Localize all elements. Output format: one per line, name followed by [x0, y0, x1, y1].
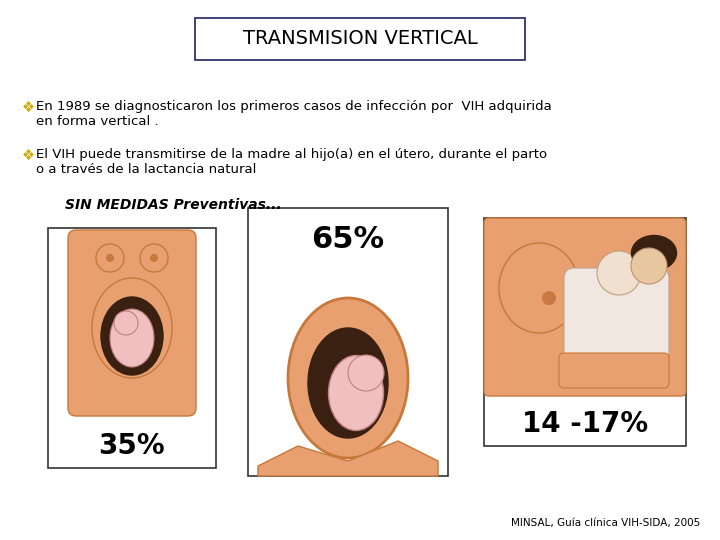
Text: 35%: 35% [99, 432, 166, 460]
Text: o a través de la lactancia natural: o a través de la lactancia natural [36, 163, 256, 176]
Text: 65%: 65% [312, 226, 384, 254]
Ellipse shape [101, 297, 163, 375]
Text: ❖: ❖ [22, 100, 35, 115]
Ellipse shape [631, 235, 677, 271]
FancyBboxPatch shape [484, 218, 686, 396]
Circle shape [542, 291, 556, 305]
Bar [48, 228, 216, 468]
Circle shape [150, 254, 158, 262]
Ellipse shape [110, 309, 154, 367]
Circle shape [106, 254, 114, 262]
Text: 14 -17%: 14 -17% [522, 410, 648, 438]
FancyBboxPatch shape [68, 230, 196, 416]
Ellipse shape [288, 298, 408, 458]
Circle shape [96, 244, 124, 272]
Bar [484, 218, 686, 446]
Ellipse shape [308, 328, 388, 438]
FancyBboxPatch shape [564, 268, 669, 388]
Circle shape [597, 251, 641, 295]
Text: MINSAL, Guía clínica VIH-SIDA, 2005: MINSAL, Guía clínica VIH-SIDA, 2005 [510, 518, 700, 528]
Text: En 1989 se diagnosticaron los primeros casos de infección por  VIH adquirida: En 1989 se diagnosticaron los primeros c… [36, 100, 552, 113]
Circle shape [140, 244, 168, 272]
Text: El VIH puede transmitirse de la madre al hijo(a) en el útero, durante el parto: El VIH puede transmitirse de la madre al… [36, 148, 547, 161]
Ellipse shape [92, 278, 172, 378]
Text: en forma vertical .: en forma vertical . [36, 115, 158, 128]
Text: ❖: ❖ [22, 148, 35, 163]
Circle shape [114, 311, 138, 335]
FancyBboxPatch shape [559, 353, 669, 388]
Ellipse shape [499, 243, 579, 333]
Text: TRANSMISION VERTICAL: TRANSMISION VERTICAL [243, 30, 477, 49]
Text: SIN MEDIDAS Preventivas...: SIN MEDIDAS Preventivas... [65, 198, 282, 212]
Bar [248, 208, 448, 476]
Polygon shape [258, 441, 438, 476]
Circle shape [631, 248, 667, 284]
Ellipse shape [328, 355, 384, 430]
Bar [195, 18, 525, 60]
Circle shape [348, 355, 384, 391]
